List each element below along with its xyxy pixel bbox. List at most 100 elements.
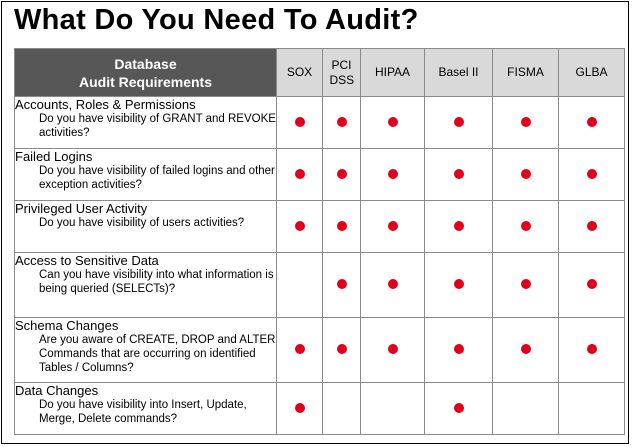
requirement-question: Are you aware of CREATE, DROP and ALTER … [39,334,276,374]
compliance-cell [360,96,425,149]
required-dot-icon [336,168,347,179]
compliance-cell [558,382,625,435]
compliance-cell [276,96,323,149]
requirement-title: Failed Logins [15,149,93,164]
required-dot-icon [586,279,597,289]
compliance-cell [360,317,425,383]
requirement-title: Data Changes [15,383,99,398]
requirement-cell: Data Changes Do you have visibility into … [14,382,277,435]
required-dot-icon [294,402,305,413]
required-dot-icon [520,220,531,231]
required-dot-icon [586,116,597,127]
requirement-question: Can you have visibility into what inform… [39,269,274,295]
required-dot-icon [387,168,398,179]
required-dot-icon [586,220,597,231]
compliance-cell [424,148,493,201]
table-row: Data Changes Do you have visibility into … [14,382,625,435]
required-dot-icon [520,279,531,289]
required-dot-icon [336,279,347,289]
compliance-cell [424,317,493,383]
requirement-question: Do you have visibility of GRANT and REVO… [39,113,276,139]
required-dot-icon [294,116,305,127]
required-dot-icon [294,344,305,354]
compliance-cell [424,200,493,253]
compliance-cell [492,317,559,383]
requirement-title: Schema Changes [15,318,119,333]
compliance-cell [360,148,425,201]
required-dot-icon [294,168,305,179]
compliance-cell [558,96,625,149]
compliance-cell [360,382,425,435]
required-dot-icon [520,116,531,127]
corner-header: Database Audit Requirements [14,48,277,97]
required-dot-icon [586,168,597,179]
required-dot-icon [453,279,464,289]
compliance-cell [276,252,323,318]
compliance-cell [322,252,361,318]
compliance-cell [360,200,425,253]
compliance-cell [558,317,625,383]
requirement-cell: Schema Changes Are you aware of CREATE, D… [14,317,277,383]
compliance-cell [322,382,361,435]
compliance-cell [492,148,559,201]
required-dot-icon [520,168,531,179]
compliance-cell [424,252,493,318]
header-row: Database Audit Requirements SOX PCI DSS … [14,48,625,97]
column-header-basel-ii: Basel II [424,48,493,97]
table-row: Schema Changes Are you aware of CREATE, D… [14,317,625,383]
audit-requirements-table: Database Audit Requirements SOX PCI DSS … [14,48,625,435]
compliance-cell [276,148,323,201]
required-dot-icon [387,220,398,231]
required-dot-icon [336,344,347,354]
corner-header-line-2: Audit Requirements [78,73,212,90]
column-header-glba: GLBA [558,48,625,97]
compliance-cell [492,96,559,149]
corner-header-line-1: Database [114,55,177,72]
required-dot-icon [294,220,305,231]
compliance-cell [424,96,493,149]
requirement-title: Privileged User Activity [15,201,148,216]
requirement-title: Access to Sensitive Data [15,253,159,268]
column-header-pci-dss: PCI DSS [322,48,361,97]
compliance-cell [360,252,425,318]
requirement-question: Do you have visibility into Insert, Upda… [39,399,247,425]
required-dot-icon [520,344,531,354]
requirement-cell: Failed Logins Do you have visibility of f… [14,148,277,201]
required-dot-icon [586,344,597,354]
required-dot-icon [336,220,347,231]
table-row: Accounts, Roles & Permissions Do you have… [14,96,625,149]
compliance-cell [322,96,361,149]
compliance-cell [558,200,625,253]
required-dot-icon [453,168,464,179]
slide-title: What Do You Need To Audit? [14,4,419,36]
compliance-cell [322,200,361,253]
compliance-cell [492,252,559,318]
compliance-cell [424,382,493,435]
requirement-question: Do you have visibility of failed logins … [39,165,275,191]
required-dot-icon [387,116,398,127]
requirement-cell: Privileged User Activity Do you have visi… [14,200,277,253]
required-dot-icon [387,279,398,289]
compliance-cell [492,200,559,253]
compliance-cell [276,317,323,383]
requirement-cell: Accounts, Roles & Permissions Do you have… [14,96,277,149]
column-header-hipaa: HIPAA [360,48,425,97]
column-header-sox: SOX [276,48,323,97]
required-dot-icon [336,116,347,127]
requirement-cell: Access to Sensitive Data Can you have vis… [14,252,277,318]
required-dot-icon [453,220,464,231]
compliance-cell [322,317,361,383]
required-dot-icon [387,344,398,354]
table-row: Failed Logins Do you have visibility of f… [14,148,625,201]
required-dot-icon [453,116,464,127]
column-header-fisma: FISMA [492,48,559,97]
requirement-question: Do you have visibility of users activiti… [39,217,245,229]
table-body: Accounts, Roles & Permissions Do you have… [14,96,625,435]
compliance-cell [558,252,625,318]
compliance-cell [276,200,323,253]
required-dot-icon [453,402,464,413]
compliance-cell [322,148,361,201]
table-row: Access to Sensitive Data Can you have vis… [14,252,625,318]
required-dot-icon [453,344,464,354]
